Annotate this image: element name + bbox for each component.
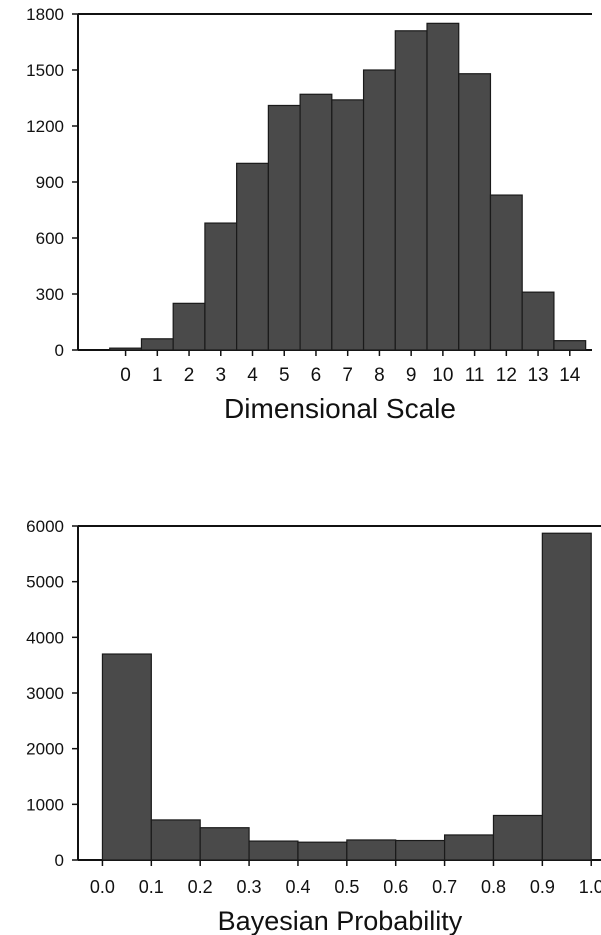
x-tick-label: 6 [311,365,322,386]
x-tick-label: 0.3 [237,877,262,897]
histogram-bar [458,73,492,351]
x-tick-label: 4 [247,365,258,386]
x-tick-label: 1 [152,365,163,386]
x-axis-ticks: 0.0 0.1 0.2 0.3 0.4 0.5 0.6 0.7 0.8 0.9 1.0 [90,860,601,897]
y-tick-label: 3000 [26,684,64,703]
y-axis-ticks: 0 1000 2000 3000 4000 5000 6000 [26,517,78,870]
histogram-bar [362,69,396,351]
y-tick-label: 900 [36,173,64,192]
bars [101,532,592,861]
histogram-bar [346,839,397,861]
histogram-bar [426,22,460,351]
histogram-bar [331,99,365,351]
histogram-bar [267,104,301,351]
histogram-bar [443,834,495,861]
x-tick-label: 9 [406,365,417,386]
x-tick-label: 0.0 [90,877,115,897]
x-tick-label: 13 [527,365,548,386]
x-axis-ticks: 0 1 2 3 4 5 6 7 8 9 10 11 12 13 14 [120,350,581,386]
x-tick-label: 1.0 [579,877,601,897]
bayesian-probability-histogram: 0 1000 2000 3000 4000 5000 6000 0.0 0.1 0.2 0.3 0.4… [26,517,601,935]
x-tick-label: 0.8 [481,877,506,897]
x-tick-label: 0.2 [188,877,213,897]
x-tick-label: 0.1 [139,877,164,897]
histogram-bar [172,302,206,351]
y-tick-label: 4000 [26,628,64,647]
y-tick-label: 1800 [26,5,64,24]
x-axis-title: Dimensional Scale [224,393,456,424]
x-tick-label: 0.7 [432,877,457,897]
histogram-bar [489,194,523,351]
y-tick-label: 1000 [26,795,64,814]
x-tick-label: 3 [215,365,226,386]
histogram-bar [199,827,250,861]
y-axis-ticks: 0 300 600 900 1200 1500 1800 [26,5,78,360]
x-tick-label: 10 [432,365,453,386]
x-tick-label: 0.5 [334,877,359,897]
histogram-bar [553,340,587,351]
bars [109,22,587,351]
y-tick-label: 1500 [26,61,64,80]
x-tick-label: 5 [279,365,290,386]
histogram-bar [248,840,299,861]
y-tick-label: 1200 [26,117,64,136]
y-tick-label: 600 [36,229,64,248]
plot-frame [77,525,601,861]
histogram-bar [521,291,555,351]
x-tick-label: 11 [465,365,485,386]
histogram-bar [101,653,152,861]
x-tick-label: 8 [374,365,385,386]
x-tick-label: 7 [342,365,353,386]
x-tick-label: 14 [559,365,581,386]
x-tick-label: 2 [184,365,195,386]
y-tick-label: 2000 [26,740,64,759]
x-tick-label: 0.6 [383,877,408,897]
y-tick-label: 0 [55,341,64,360]
histogram-bar [299,93,333,351]
histogram-bar [204,222,238,351]
histogram-bar [109,347,143,351]
histogram-bar [395,839,446,861]
y-tick-label: 6000 [26,517,64,536]
y-tick-label: 300 [36,285,64,304]
histogram-bar [236,162,269,351]
y-tick-label: 0 [55,851,64,870]
x-tick-label: 0.4 [285,877,310,897]
histogram-bar [394,30,428,351]
histogram-bar [140,338,174,351]
x-tick-label: 12 [496,365,517,386]
histogram-bar [541,532,592,861]
x-axis-title: Bayesian Probability [218,906,463,935]
histogram-bar [492,814,543,861]
y-tick-label: 5000 [26,573,64,592]
histogram-bar [150,819,201,861]
x-tick-label: 0.9 [530,877,555,897]
x-tick-label: 0 [120,365,131,386]
histogram-bar [297,841,348,861]
